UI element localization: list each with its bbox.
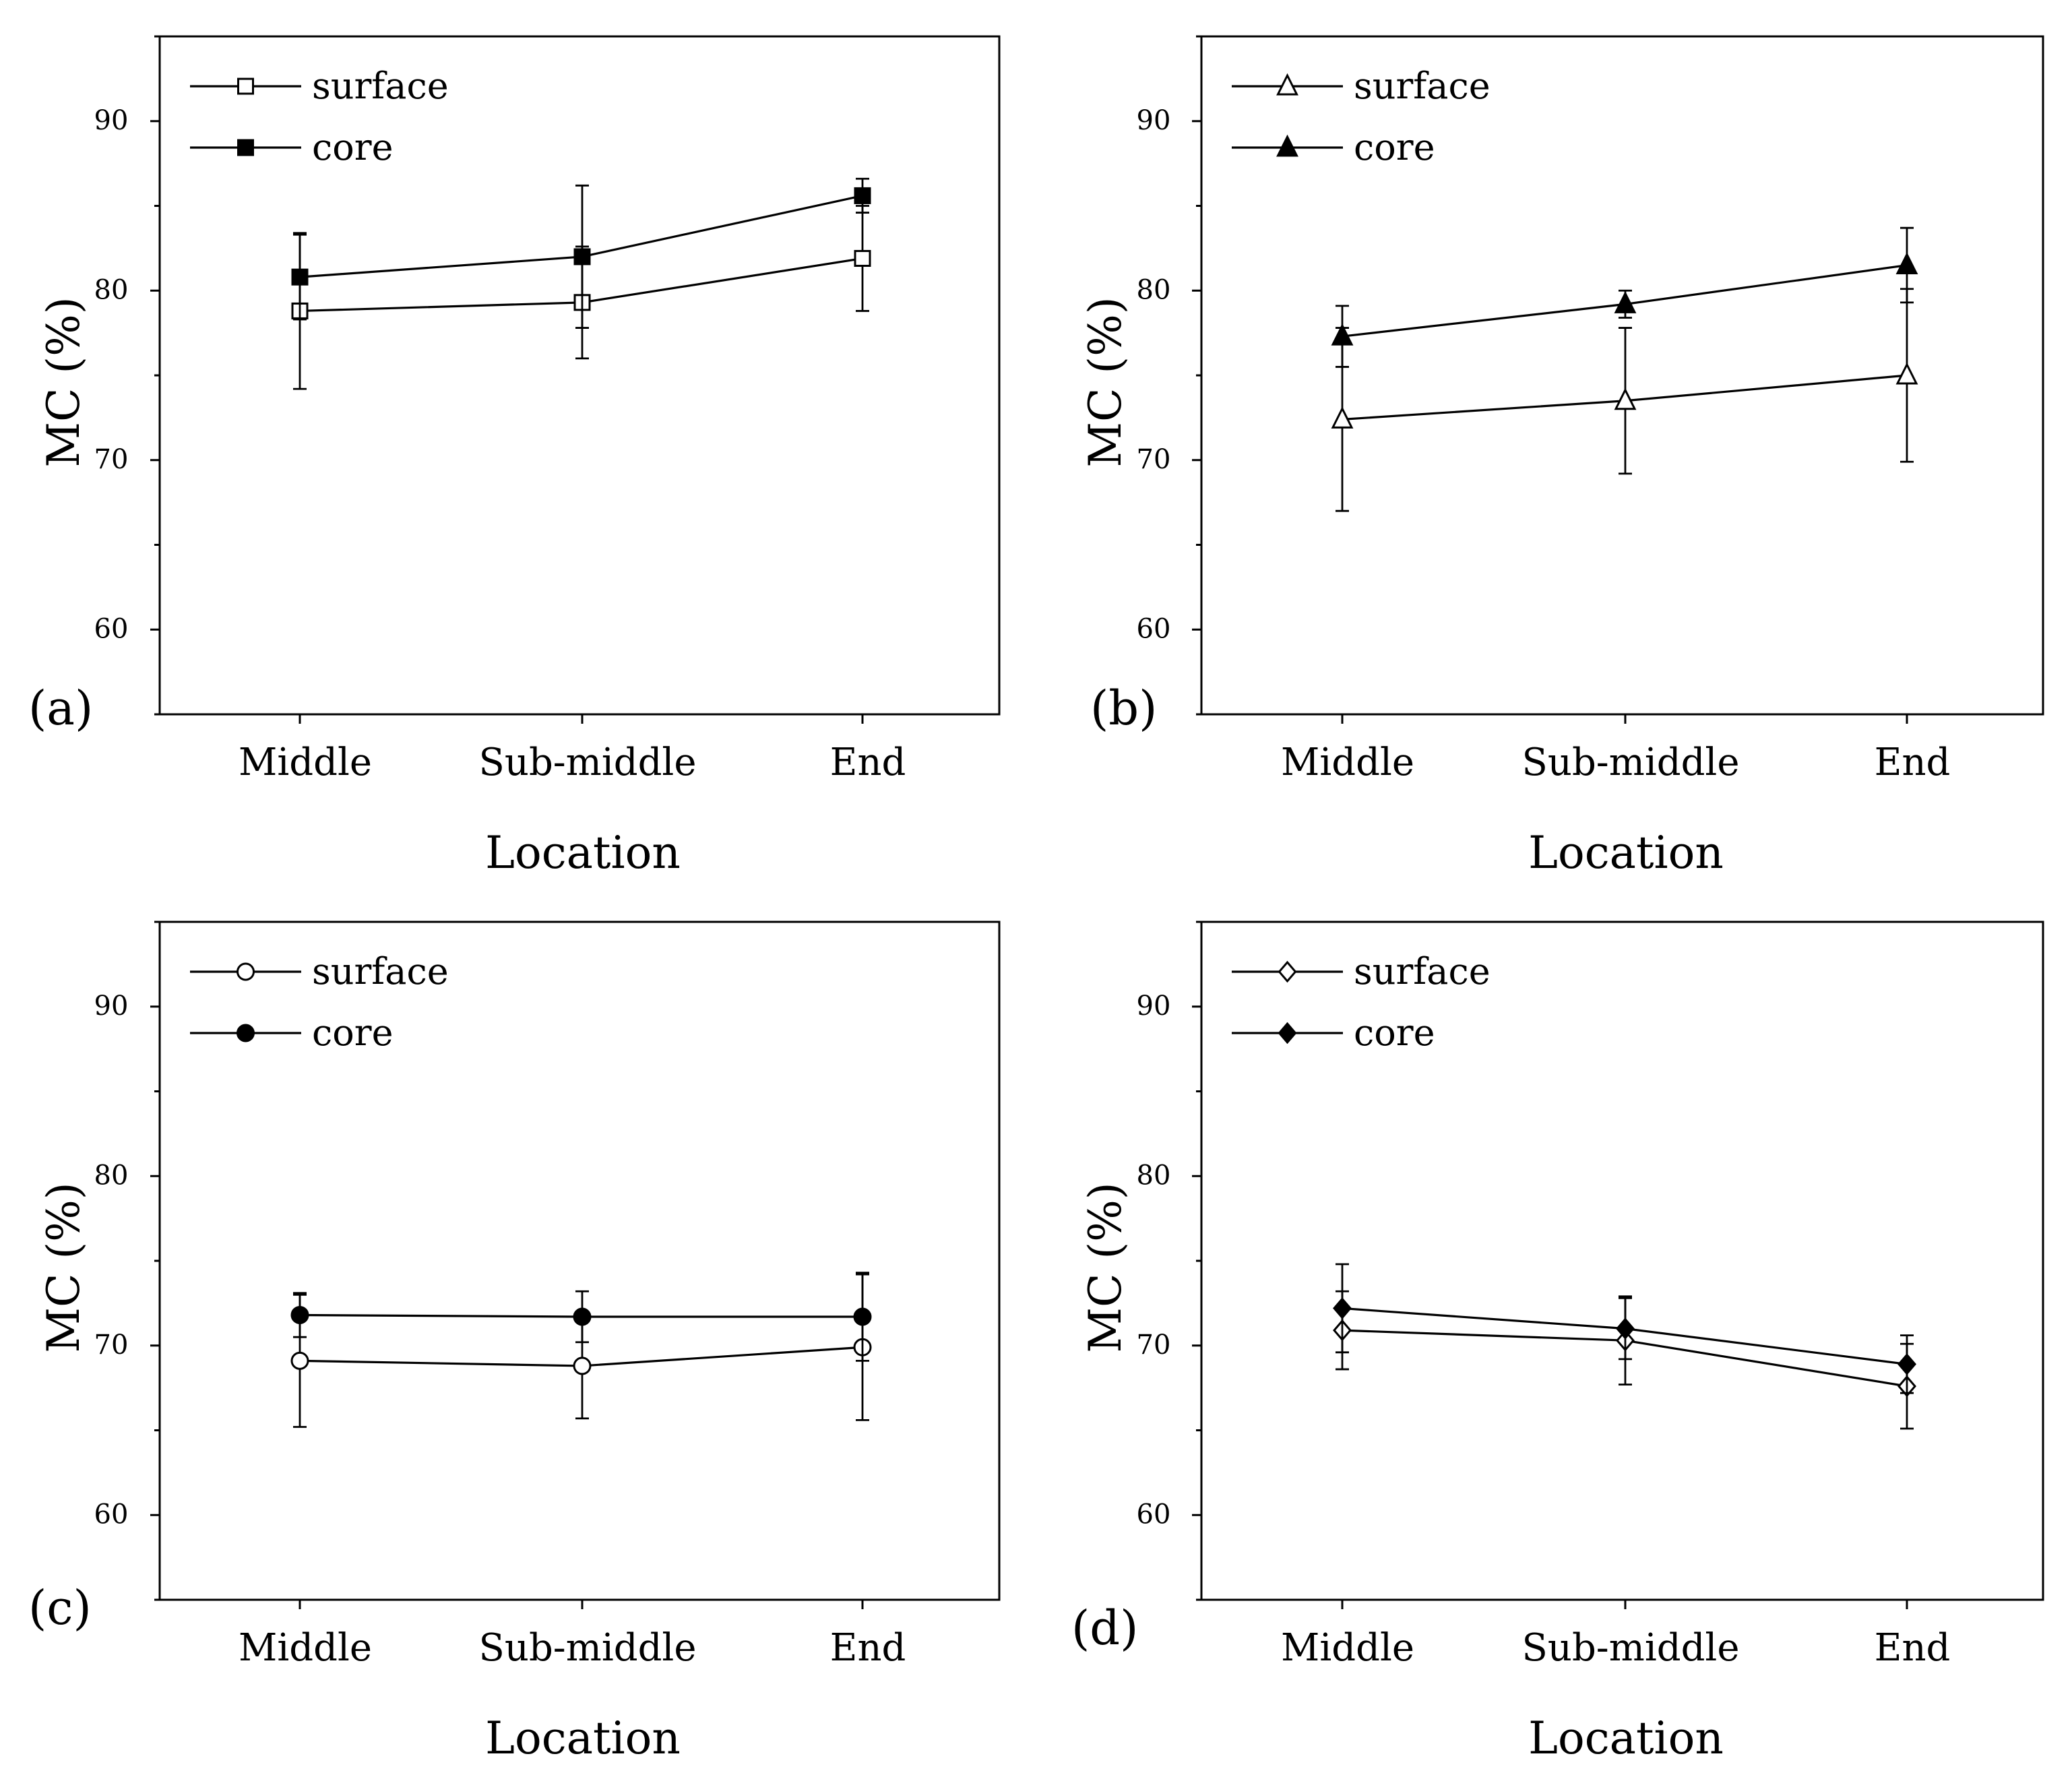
y-tick-label: 60 bbox=[94, 1499, 129, 1530]
y-axis-title: MC (%) bbox=[38, 297, 90, 467]
chart-panel: 60 70 80 90 Middle Sub-middle End Location MC (%… bbox=[1071, 921, 2044, 1764]
data-point-core bbox=[1616, 1317, 1635, 1340]
x-tick-label: End bbox=[830, 1626, 906, 1670]
y-tick-label: 70 bbox=[1137, 1330, 1171, 1361]
data-point-surface bbox=[1614, 387, 1637, 410]
legend-marker bbox=[1278, 960, 1297, 983]
data-point-core bbox=[1895, 252, 1918, 275]
plot-frame bbox=[158, 35, 1001, 716]
x-tick-label: Sub-middle bbox=[1522, 1626, 1740, 1670]
x-axis-title: Location bbox=[485, 1712, 681, 1764]
legend-marker bbox=[237, 962, 255, 981]
plot-frame bbox=[1200, 35, 2044, 716]
legend-marker bbox=[1276, 73, 1298, 96]
data-point-core bbox=[1897, 1353, 1916, 1375]
y-tick-label: 90 bbox=[94, 991, 129, 1022]
y-tick-label: 70 bbox=[1137, 444, 1171, 475]
legend-marker bbox=[237, 1024, 255, 1042]
y-tick-label: 80 bbox=[1137, 274, 1171, 305]
legend-marker bbox=[1276, 134, 1298, 157]
panel-label: (b) bbox=[1090, 681, 1157, 736]
data-point-core bbox=[1333, 1297, 1352, 1319]
y-tick-label: 70 bbox=[94, 1330, 129, 1361]
y-tick-label: 60 bbox=[1137, 613, 1171, 644]
chart-panel: 60 70 80 90 Middle Sub-middle End Location MC (%… bbox=[28, 35, 1001, 879]
data-point-core bbox=[573, 1307, 592, 1326]
y-axis-title: MC (%) bbox=[38, 1182, 90, 1352]
y-tick-label: 70 bbox=[94, 444, 129, 475]
x-tick-label: End bbox=[1875, 741, 1951, 784]
panel-label: (c) bbox=[28, 1580, 92, 1635]
data-point-core bbox=[1614, 291, 1637, 313]
data-point-core bbox=[854, 187, 871, 204]
data-point-core bbox=[290, 1305, 309, 1324]
x-tick-label: Middle bbox=[1281, 1626, 1414, 1670]
y-axis-title: MC (%) bbox=[1079, 297, 1131, 467]
legend-label: surface bbox=[312, 950, 449, 993]
x-tick-label: Middle bbox=[1281, 741, 1414, 784]
x-tick-label: Sub-middle bbox=[1522, 741, 1740, 784]
x-tick-label: Sub-middle bbox=[479, 741, 697, 784]
plot-frame bbox=[1200, 921, 2044, 1601]
legend-label: surface bbox=[1354, 65, 1490, 107]
x-tick-label: Middle bbox=[239, 741, 372, 784]
data-point-surface bbox=[290, 1351, 309, 1370]
legend-marker bbox=[1278, 1022, 1297, 1045]
chart-panel: 60 70 80 90 Middle Sub-middle End Location MC (%… bbox=[1079, 35, 2044, 879]
y-tick-label: 80 bbox=[94, 274, 129, 305]
y-tick-label: 60 bbox=[94, 613, 129, 644]
data-point-surface bbox=[1331, 406, 1354, 429]
y-tick-label: 80 bbox=[1137, 1160, 1171, 1191]
x-tick-label: Sub-middle bbox=[479, 1626, 697, 1670]
x-tick-label: End bbox=[830, 741, 906, 784]
legend-label: core bbox=[312, 1011, 394, 1054]
legend-label: surface bbox=[1354, 950, 1490, 993]
y-tick-label: 60 bbox=[1137, 1499, 1171, 1530]
plot-frame bbox=[158, 921, 1001, 1601]
legend-marker bbox=[237, 77, 254, 95]
legend-label: core bbox=[1354, 126, 1435, 168]
data-point-core bbox=[291, 268, 309, 286]
legend-label: core bbox=[1354, 1011, 1435, 1054]
panel-label: (a) bbox=[28, 681, 93, 736]
x-tick-label: End bbox=[1875, 1626, 1951, 1670]
data-point-surface bbox=[854, 249, 871, 267]
data-point-core bbox=[853, 1307, 872, 1326]
y-axis-title: MC (%) bbox=[1079, 1182, 1131, 1352]
y-tick-label: 90 bbox=[1137, 991, 1171, 1022]
y-tick-label: 90 bbox=[94, 105, 129, 136]
data-point-surface bbox=[1895, 362, 1918, 385]
legend-label: core bbox=[312, 126, 394, 168]
x-axis-title: Location bbox=[485, 827, 681, 879]
data-point-surface bbox=[573, 1357, 592, 1375]
chart-panel: 60 70 80 90 Middle Sub-middle End Location MC (%… bbox=[28, 921, 1001, 1764]
panel-label: (d) bbox=[1071, 1600, 1138, 1656]
legend-label: surface bbox=[312, 65, 449, 107]
x-axis-title: Location bbox=[1528, 827, 1724, 879]
data-point-core bbox=[573, 248, 591, 266]
x-axis-title: Location bbox=[1528, 1712, 1724, 1764]
data-point-core bbox=[1331, 323, 1354, 346]
y-tick-label: 90 bbox=[1137, 105, 1171, 136]
y-tick-label: 80 bbox=[94, 1160, 129, 1191]
legend-marker bbox=[237, 139, 254, 156]
x-tick-label: Middle bbox=[239, 1626, 372, 1670]
